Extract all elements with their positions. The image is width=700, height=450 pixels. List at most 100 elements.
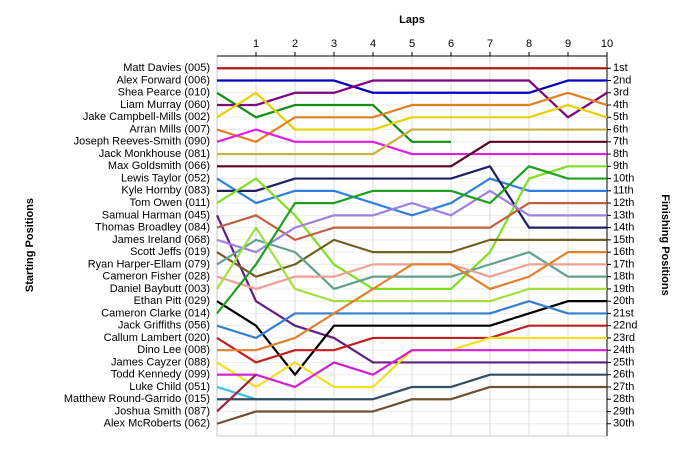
y2-tick-label: 27th	[613, 381, 634, 393]
position-line	[216, 324, 607, 364]
start-label: Arran Mills (007)	[129, 123, 210, 135]
position-line	[216, 201, 607, 241]
x-tick-label: 10	[601, 38, 613, 50]
position-line	[217, 349, 607, 389]
start-label: Jack Griffiths (056)	[118, 320, 210, 332]
x-tick-label: 8	[526, 38, 532, 50]
y2-tick-label: 13th	[613, 209, 634, 221]
x-tick-label: 4	[370, 38, 376, 50]
start-label: James Ireland (068)	[112, 234, 210, 246]
y2-tick-label: 26th	[613, 369, 634, 381]
y2-tick-label: 15th	[613, 234, 634, 246]
y2-tick-label: 4th	[613, 99, 628, 111]
position-line	[216, 385, 607, 425]
y2-axis-title: Finishing Positions	[659, 194, 671, 295]
position-line	[216, 177, 607, 217]
start-label: Matt Davies (005)	[123, 62, 210, 74]
x-tick-label: 1	[253, 38, 259, 50]
y2-tick-label: 12th	[613, 197, 634, 209]
y-axis-title: Starting Positions	[24, 198, 36, 292]
start-label: Ethan Pitt (029)	[134, 295, 210, 307]
y2-tick-label: 11th	[613, 185, 634, 197]
y2-tick-label: 22nd	[613, 320, 637, 332]
position-line	[216, 128, 607, 156]
x-tick-label: 9	[565, 38, 571, 50]
start-label: Tom Owen (011)	[130, 197, 211, 209]
x-tick-label: 5	[409, 38, 415, 50]
y2-tick-label: 19th	[613, 283, 634, 295]
position-line	[216, 238, 607, 291]
y2-tick-label: 25th	[613, 356, 634, 368]
position-line	[217, 79, 607, 94]
x-tick-label: 2	[292, 38, 298, 50]
x-tick-label: 6	[448, 38, 454, 50]
y2-tick-label: 14th	[613, 222, 634, 234]
start-label: Cameron Fisher (028)	[102, 271, 210, 283]
start-label: Ryan Harper-Ellam (079)	[88, 258, 210, 270]
start-label: Daniel Baybutt (003)	[110, 283, 210, 295]
start-label: Jake Campbell-Mills (002)	[83, 111, 210, 123]
y2-tick-label: 6th	[613, 123, 628, 135]
start-label: Alex Forward (006)	[116, 74, 210, 86]
position-line	[217, 79, 608, 119]
y2-tick-label: 16th	[613, 246, 634, 258]
start-label: Shea Pearce (010)	[118, 87, 210, 99]
y2-tick-label: 3rd	[613, 87, 629, 99]
y2-tick-label: 30th	[613, 418, 634, 430]
position-line	[216, 300, 607, 376]
start-label: Liam Murray (060)	[120, 99, 210, 111]
start-label: Lewis Taylor (052)	[121, 172, 210, 184]
y2-tick-label: 10th	[613, 172, 634, 184]
start-label: Thomas Broadley (084)	[95, 222, 210, 234]
position-line	[217, 373, 607, 401]
y2-tick-label: 20th	[613, 295, 634, 307]
y2-tick-label: 1st	[613, 62, 628, 74]
position-line	[215, 214, 607, 364]
position-line	[216, 91, 451, 143]
position-line	[216, 91, 608, 131]
y2-tick-label: 29th	[613, 405, 634, 417]
position-line	[216, 189, 607, 254]
start-label: Joseph Reeves-Smith (090)	[74, 136, 210, 148]
position-line	[217, 165, 607, 229]
y2-tick-label: 2nd	[613, 74, 631, 86]
y2-tick-label: 7th	[613, 136, 628, 148]
start-label: Joshua Smith (087)	[115, 405, 210, 417]
start-label: Luke Child (051)	[129, 381, 210, 393]
start-label: Scott Jeffs (019)	[130, 246, 210, 258]
start-label: Callum Lambert (020)	[104, 332, 210, 344]
y2-tick-label: 17th	[613, 258, 634, 270]
start-label: Cameron Clarke (014)	[101, 307, 210, 319]
position-line	[216, 165, 607, 315]
position-line	[216, 91, 608, 143]
x-tick-label: 7	[487, 38, 493, 50]
start-label: Samual Harman (045)	[102, 209, 210, 221]
x-axis-title: Laps	[399, 14, 425, 26]
start-label: Kyle Hornby (083)	[121, 185, 210, 197]
position-line	[216, 165, 607, 291]
y2-tick-label: 23rd	[613, 332, 635, 344]
start-label: James Cayzer (088)	[111, 356, 210, 368]
start-label: Dino Lee (008)	[137, 344, 210, 356]
position-line	[216, 373, 257, 413]
position-line	[217, 140, 607, 168]
start-label: Jack Monkhouse (081)	[99, 148, 210, 160]
y2-tick-label: 5th	[613, 111, 628, 123]
y2-tick-label: 21st	[613, 307, 634, 319]
start-label: Max Goldsmith (066)	[108, 160, 210, 172]
start-label: Alex McRoberts (062)	[104, 418, 210, 430]
y2-tick-label: 24th	[613, 344, 634, 356]
y2-tick-label: 8th	[613, 148, 628, 160]
y2-tick-label: 28th	[613, 393, 634, 405]
y2-tick-label: 9th	[613, 160, 628, 172]
start-label: Todd Kennedy (099)	[111, 369, 210, 381]
position-line	[216, 226, 607, 303]
y2-tick-label: 18th	[613, 271, 634, 283]
position-line	[217, 251, 607, 352]
x-tick-label: 3	[331, 38, 337, 50]
start-label: Matthew Round-Garrido (015)	[64, 393, 210, 405]
position-line	[216, 300, 607, 340]
position-line	[217, 128, 607, 156]
